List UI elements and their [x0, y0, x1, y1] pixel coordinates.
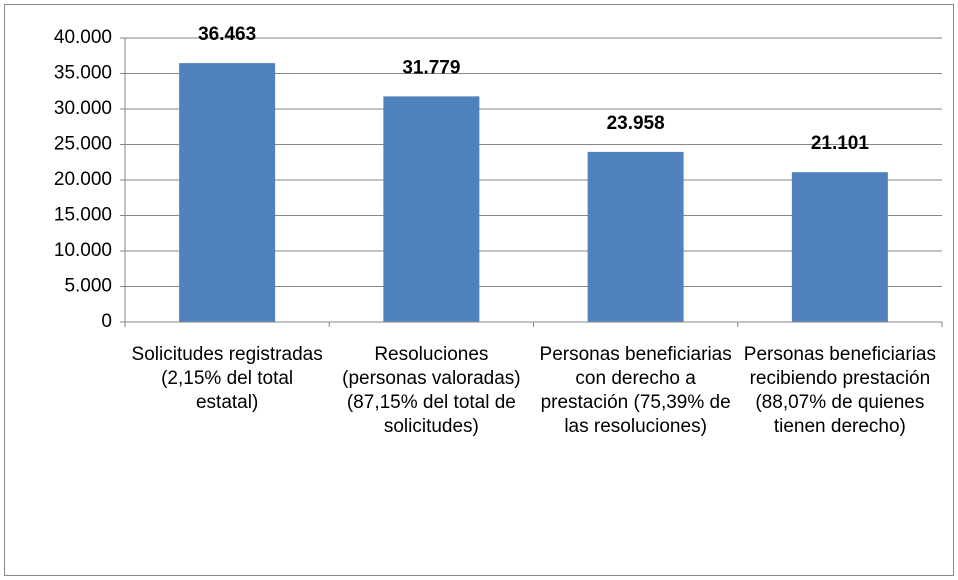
y-tick-label: 15.000	[54, 205, 112, 226]
x-tick-label: Resoluciones (personas valoradas) (87,15…	[342, 344, 521, 437]
x-tick-label: Solicitudes registradas (2,15% del total…	[131, 344, 323, 413]
x-tick-label: Personas beneficiarias recibiendo presta…	[743, 344, 936, 437]
y-tick-label: 25.000	[54, 134, 112, 155]
bar	[179, 63, 276, 322]
y-tick-label: 30.000	[54, 98, 112, 119]
y-tick-label: 20.000	[54, 169, 112, 190]
data-label: 21.101	[811, 133, 870, 154]
bar	[587, 151, 684, 322]
bar	[383, 96, 480, 322]
data-label: 36.463	[198, 24, 256, 45]
y-tick-label: 0	[101, 311, 112, 332]
bar	[791, 172, 888, 322]
y-tick-label: 35.000	[54, 63, 112, 84]
x-tick-label: Personas beneficiarias con derecho a pre…	[539, 344, 732, 437]
y-tick-label: 10.000	[54, 240, 112, 261]
y-tick-label: 40.000	[54, 27, 112, 48]
data-label: 31.779	[402, 57, 460, 78]
y-tick-label: 5.000	[64, 276, 112, 297]
data-label: 23.958	[607, 113, 665, 134]
